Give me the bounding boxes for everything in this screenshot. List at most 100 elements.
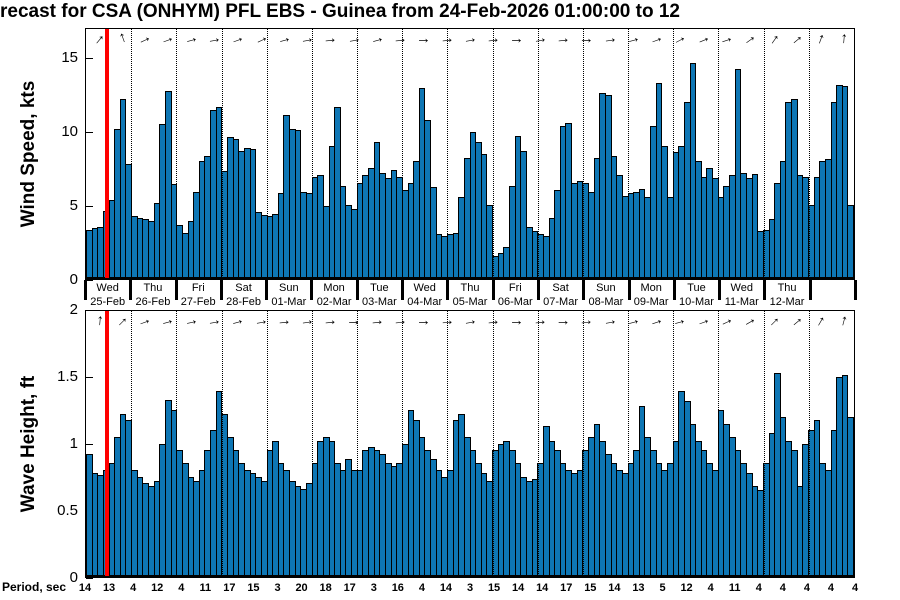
period-value: 4 xyxy=(851,582,859,594)
wave-bar xyxy=(847,417,855,576)
wind-direction-arrow: → xyxy=(415,30,431,47)
wave-direction-arrow: → xyxy=(461,310,479,331)
wave-y-tick-label: 2 xyxy=(69,301,78,318)
wind-direction-arrow: → xyxy=(461,28,479,49)
day-label: Sun 08-Mar xyxy=(588,282,623,310)
period-value: 4 xyxy=(827,582,834,594)
period-value: 4 xyxy=(779,582,786,594)
period-value: 3 xyxy=(370,582,377,594)
day-name: Fri xyxy=(191,282,205,294)
wind-bars xyxy=(86,29,855,278)
wind-direction-arrow: → xyxy=(601,29,619,48)
day-tick-mark xyxy=(265,280,269,300)
period-value: 15 xyxy=(487,582,501,594)
wind-bar xyxy=(520,150,527,278)
wave-direction-arrow: → xyxy=(88,312,107,329)
wave-height-chart: → → → → → → → → → → → → → → → → → → → → → → → → → → → → → → → → → xyxy=(85,309,855,578)
day-date: 01-Mar xyxy=(271,295,307,308)
day-tick-mark xyxy=(84,280,87,300)
day-gridline xyxy=(718,29,720,278)
day-tick-mark xyxy=(446,280,450,300)
day-name: Tue xyxy=(370,282,389,294)
current-time-line xyxy=(104,311,109,576)
wave-direction-arrow: → xyxy=(298,311,316,330)
day-tick-mark xyxy=(763,280,767,300)
day-name: Sat xyxy=(552,282,569,294)
day-date: 11-Mar xyxy=(724,295,759,308)
period-value: 20 xyxy=(295,582,308,594)
period-value: 15 xyxy=(584,582,597,594)
day-tick-mark xyxy=(536,280,540,300)
wind-y-tick-mark xyxy=(86,57,93,59)
wave-direction-arrow: → xyxy=(251,310,270,331)
day-name: Thu xyxy=(777,282,797,294)
period-value: 4 xyxy=(755,582,762,594)
wind-axis-label: Wind Speed, kts xyxy=(18,80,39,228)
wave-y-tick-label: 0.5 xyxy=(57,502,78,519)
day-label: Wed 25-Feb xyxy=(90,282,125,310)
day-gridline xyxy=(808,29,810,278)
day-gridline xyxy=(221,29,223,278)
wind-y-tick-label: 15 xyxy=(61,48,78,66)
wave-direction-arrow: → xyxy=(578,311,595,330)
day-date: 07-Mar xyxy=(543,295,578,308)
day-gridline xyxy=(492,29,494,278)
day-date: 10-Mar xyxy=(679,295,714,308)
day-name: Sat xyxy=(235,282,252,294)
day-name: Tue xyxy=(687,282,706,294)
day-gridline xyxy=(718,311,720,576)
day-date: 25-Feb xyxy=(90,295,126,308)
wind-direction-arrow: → xyxy=(578,30,594,47)
day-name: Wed xyxy=(413,282,436,294)
period-value: 4 xyxy=(178,582,185,594)
day-tick-mark xyxy=(401,280,405,300)
day-gridline xyxy=(447,29,449,278)
wave-direction-arrow: → xyxy=(368,311,386,330)
wind-bar xyxy=(841,86,849,278)
day-label: Wed 11-Mar xyxy=(725,282,759,310)
day-gridline xyxy=(537,29,539,278)
day-name: Mon xyxy=(640,282,662,294)
wind-bar xyxy=(751,174,759,278)
wave-direction-arrow: → xyxy=(509,312,525,329)
day-label: Thu 05-Mar xyxy=(453,282,488,310)
day-tick-mark xyxy=(174,280,178,300)
day-date: 06-Mar xyxy=(497,295,533,308)
day-date: 09-Mar xyxy=(633,295,669,308)
period-value: 18 xyxy=(319,582,332,594)
day-label: Mon 09-Mar xyxy=(634,282,669,310)
day-tick-mark xyxy=(219,280,223,300)
day-gridline xyxy=(402,29,404,278)
period-value: 14 xyxy=(439,582,453,594)
day-label: Tue 10-Mar xyxy=(679,282,714,310)
wind-direction-arrow: → xyxy=(322,29,339,48)
wind-direction-arrow: → xyxy=(530,28,549,49)
day-name: Mon xyxy=(323,282,345,294)
period-value: 11 xyxy=(728,582,741,594)
day-tick-mark xyxy=(808,280,812,300)
wind-y-tick-mark xyxy=(86,280,93,281)
day-date: 02-Mar xyxy=(316,295,352,308)
wave-y-tick-label: 1.5 xyxy=(57,368,78,385)
figure-title: recast for CSA (ONHYM) PFL EBS - Guinea … xyxy=(0,1,680,22)
wind-y-tick-mark xyxy=(86,131,93,133)
wind-direction-arrow: → xyxy=(391,29,409,48)
period-axis-label: Period, sec xyxy=(2,580,67,594)
period-value: 4 xyxy=(130,582,137,594)
day-gridline xyxy=(176,29,178,278)
wind-direction-arrow: → xyxy=(298,28,316,49)
period-value: 12 xyxy=(680,582,693,594)
day-tick-mark xyxy=(672,280,676,300)
day-name: Thu xyxy=(460,282,480,294)
day-gridline xyxy=(492,311,494,576)
wind-bar xyxy=(430,187,437,278)
day-tick-mark xyxy=(491,280,495,300)
day-label: Wed 04-Mar xyxy=(407,282,442,310)
period-value: 17 xyxy=(560,582,573,594)
day-gridline xyxy=(537,311,539,576)
day-date: 26-Feb xyxy=(135,295,171,308)
day-gridline xyxy=(221,311,223,576)
period-value: 5 xyxy=(659,582,666,594)
wind-direction-arrow: → xyxy=(438,29,455,48)
